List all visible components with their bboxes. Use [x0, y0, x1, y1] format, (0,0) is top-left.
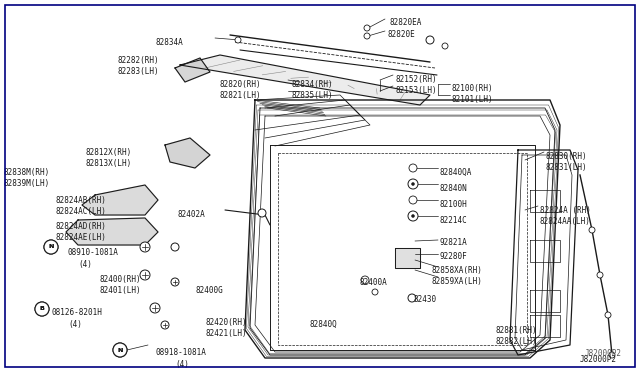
Circle shape [412, 183, 415, 186]
Polygon shape [395, 248, 420, 268]
Circle shape [364, 33, 370, 39]
Text: 82821(LH): 82821(LH) [220, 91, 262, 100]
Text: 82214C: 82214C [440, 216, 468, 225]
Text: B: B [40, 307, 44, 311]
Text: 82101(LH): 82101(LH) [452, 95, 493, 104]
Circle shape [361, 276, 369, 284]
Text: 82430: 82430 [414, 295, 437, 304]
Polygon shape [66, 218, 158, 245]
Circle shape [140, 270, 150, 280]
Text: 82421(LH): 82421(LH) [205, 329, 246, 338]
Text: 82840QA: 82840QA [440, 168, 472, 177]
Text: 82882(LH): 82882(LH) [496, 337, 538, 346]
Circle shape [609, 352, 615, 358]
Polygon shape [175, 58, 210, 82]
Polygon shape [165, 138, 210, 168]
Circle shape [35, 302, 49, 316]
Text: 82813X(LH): 82813X(LH) [86, 159, 132, 168]
Text: 82824AB(RH): 82824AB(RH) [56, 196, 107, 205]
Circle shape [171, 278, 179, 286]
Text: 82839M(LH): 82839M(LH) [4, 179, 51, 188]
Circle shape [113, 343, 127, 357]
Text: 82840Q: 82840Q [310, 320, 338, 329]
Text: 08126-8201H: 08126-8201H [52, 308, 103, 317]
Circle shape [409, 164, 417, 172]
Text: 82830(RH): 82830(RH) [546, 152, 588, 161]
Circle shape [35, 302, 49, 316]
Text: 82824AE(LH): 82824AE(LH) [56, 233, 107, 242]
Circle shape [258, 209, 266, 217]
Circle shape [364, 25, 370, 31]
Text: 82824A (RH): 82824A (RH) [540, 206, 591, 215]
Text: 82820(RH): 82820(RH) [220, 80, 262, 89]
Text: N: N [48, 244, 54, 250]
Circle shape [408, 294, 416, 302]
Text: 82420(RH): 82420(RH) [205, 318, 246, 327]
Text: 82400A: 82400A [360, 278, 388, 287]
Circle shape [589, 227, 595, 233]
Text: 82824AA(LH): 82824AA(LH) [540, 217, 591, 226]
Circle shape [409, 180, 417, 188]
Circle shape [171, 243, 179, 251]
Text: (4): (4) [175, 360, 189, 369]
Text: 82812X(RH): 82812X(RH) [86, 148, 132, 157]
Text: 82859XA(LH): 82859XA(LH) [432, 277, 483, 286]
Circle shape [372, 289, 378, 295]
Text: 82283(LH): 82283(LH) [118, 67, 159, 76]
Text: 82152(RH): 82152(RH) [395, 75, 436, 84]
Text: N: N [48, 244, 54, 250]
Text: 82282(RH): 82282(RH) [118, 56, 159, 65]
Text: J82000P2: J82000P2 [580, 355, 617, 364]
Circle shape [409, 196, 417, 204]
Text: 92821A: 92821A [440, 238, 468, 247]
Text: 82838M(RH): 82838M(RH) [4, 168, 51, 177]
Circle shape [605, 312, 611, 318]
Text: 82100(RH): 82100(RH) [452, 84, 493, 93]
Text: (4): (4) [68, 320, 82, 329]
Text: 82881(RH): 82881(RH) [496, 326, 538, 335]
Circle shape [442, 43, 448, 49]
Text: 82401(LH): 82401(LH) [100, 286, 141, 295]
Text: 08910-1081A: 08910-1081A [68, 248, 119, 257]
Text: 82824AC(LH): 82824AC(LH) [56, 207, 107, 216]
Circle shape [161, 321, 169, 329]
Text: 82858XA(RH): 82858XA(RH) [432, 266, 483, 275]
Text: J82000P2: J82000P2 [585, 349, 622, 358]
Text: B: B [40, 307, 44, 311]
Circle shape [113, 343, 127, 357]
Text: 82834(RH): 82834(RH) [292, 80, 333, 89]
Circle shape [235, 37, 241, 43]
Text: (4): (4) [78, 260, 92, 269]
Text: 82831(LH): 82831(LH) [546, 163, 588, 172]
Circle shape [412, 215, 415, 218]
Circle shape [426, 36, 434, 44]
Circle shape [408, 179, 418, 189]
Circle shape [409, 212, 417, 220]
Circle shape [597, 272, 603, 278]
Circle shape [44, 240, 58, 254]
Text: 82835(LH): 82835(LH) [292, 91, 333, 100]
Text: 08918-1081A: 08918-1081A [155, 348, 206, 357]
Text: 82820E: 82820E [388, 30, 416, 39]
Text: 82402A: 82402A [178, 210, 205, 219]
Text: 82400G: 82400G [195, 286, 223, 295]
Circle shape [150, 303, 160, 313]
Text: 82824AD(RH): 82824AD(RH) [56, 222, 107, 231]
Circle shape [44, 240, 58, 254]
Text: 82820EA: 82820EA [390, 18, 422, 27]
Text: 82834A: 82834A [155, 38, 183, 47]
Text: 82100H: 82100H [440, 200, 468, 209]
Polygon shape [180, 55, 430, 105]
Circle shape [408, 211, 418, 221]
Text: 82400(RH): 82400(RH) [100, 275, 141, 284]
Text: N: N [117, 347, 123, 353]
Text: 82840N: 82840N [440, 184, 468, 193]
Text: 92280F: 92280F [440, 252, 468, 261]
Text: N: N [117, 347, 123, 353]
Text: 82153(LH): 82153(LH) [395, 86, 436, 95]
Polygon shape [82, 185, 158, 215]
Circle shape [140, 242, 150, 252]
